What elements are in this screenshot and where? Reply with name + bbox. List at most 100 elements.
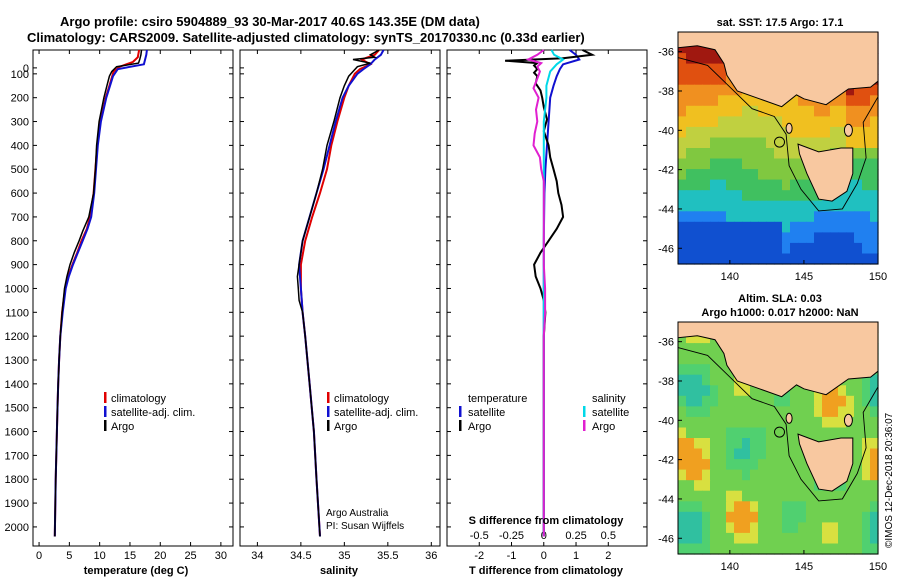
map-cell <box>790 490 799 502</box>
sst-map-title: sat. SST: 17.5 Argo: 17.1 <box>717 17 844 29</box>
map-cell <box>782 179 791 191</box>
map-cell <box>702 385 711 397</box>
s-diff-tick-label: -0.5 <box>470 530 489 542</box>
map-cell <box>734 416 743 428</box>
mainland-australia <box>677 31 879 108</box>
map-cell <box>758 148 767 160</box>
map-cell <box>710 385 719 397</box>
map-cell <box>830 95 839 107</box>
map-cell <box>854 190 863 202</box>
map-cell <box>838 116 847 128</box>
map-cell <box>854 126 863 138</box>
map-cell <box>830 221 839 233</box>
map-cell <box>726 190 735 202</box>
map-cell <box>790 522 799 534</box>
map-cell <box>806 469 815 481</box>
map-cell <box>758 200 767 212</box>
map-cell <box>766 511 775 523</box>
map-cell <box>822 532 831 544</box>
map-cell <box>694 221 703 233</box>
map-cell <box>694 253 703 265</box>
map-cell <box>718 148 727 160</box>
map-cell <box>854 459 863 471</box>
map-cell <box>710 179 719 191</box>
map-cell <box>790 190 799 202</box>
map-cell <box>782 190 791 202</box>
map-cell <box>750 169 759 181</box>
map-cell <box>710 459 719 471</box>
map-cell <box>750 126 759 138</box>
map-cell <box>750 511 759 523</box>
depth-tick-label: 1000 <box>5 283 29 295</box>
map-cell <box>766 522 775 534</box>
map-cell <box>870 84 879 96</box>
map-cell <box>798 480 807 492</box>
map-cell <box>702 126 711 138</box>
legend-t-satellite: satellite <box>468 407 505 419</box>
title-line-2: Climatology: CARS2009. Satellite-adjuste… <box>27 30 585 45</box>
map-cell <box>702 116 711 128</box>
map-cell <box>806 179 815 191</box>
map-cell <box>742 543 751 555</box>
map-cell <box>718 63 727 75</box>
argo-position-marker <box>774 136 785 148</box>
depth-tick-label: 1700 <box>5 450 29 462</box>
map-cell <box>734 490 743 502</box>
map-cell <box>774 190 783 202</box>
map-cell <box>766 200 775 212</box>
map-cell <box>870 511 879 523</box>
map-cell <box>710 148 719 160</box>
map-cell <box>790 395 799 407</box>
map-cell <box>790 126 799 138</box>
map-cell <box>774 511 783 523</box>
map-x-tick-label: 145 <box>795 561 813 573</box>
map-cell <box>814 532 823 544</box>
map-cell <box>782 232 791 244</box>
map-cell <box>830 232 839 244</box>
depth-tick-label: 1100 <box>5 307 29 319</box>
map-cell <box>678 501 687 513</box>
map-cell <box>814 395 823 407</box>
map-cell <box>854 522 863 534</box>
map-cell <box>686 179 695 191</box>
map-cell <box>774 148 783 160</box>
salinity-axis-label: salinity <box>320 565 359 577</box>
map-cell <box>710 374 719 386</box>
map-cell <box>862 84 871 96</box>
map-cell <box>694 211 703 223</box>
map-cell <box>734 253 743 265</box>
s-diff-tick-label: 0.5 <box>601 530 616 542</box>
map-cell <box>806 116 815 128</box>
legend-climatology-swatch <box>104 392 107 403</box>
map-cell <box>790 158 799 170</box>
salinity-legend: climatology satellite-adj. clim. Argo Ar… <box>326 392 418 532</box>
map-cell <box>846 532 855 544</box>
map-cell <box>734 448 743 460</box>
map-cell <box>838 522 847 534</box>
map-cell <box>766 459 775 471</box>
map-cell <box>790 438 799 450</box>
map-cell <box>678 332 687 344</box>
map-cell <box>750 190 759 202</box>
map-cell <box>742 137 751 149</box>
map-cell <box>782 242 791 254</box>
map-cell <box>678 353 687 365</box>
map-cell <box>750 95 759 107</box>
map-cell <box>726 253 735 265</box>
map-cell <box>798 522 807 534</box>
map-cell <box>702 63 711 75</box>
map-cell <box>782 522 791 534</box>
map-cell <box>854 232 863 244</box>
map-cell <box>710 95 719 107</box>
map-cell <box>694 364 703 376</box>
map-cell <box>806 416 815 428</box>
map-cell <box>678 63 687 75</box>
map-cell <box>742 448 751 460</box>
map-cell <box>790 469 799 481</box>
isobath-1000m <box>677 347 879 502</box>
map-cell <box>750 200 759 212</box>
map-cell <box>734 221 743 233</box>
map-cell <box>686 253 695 265</box>
map-cell <box>870 190 879 202</box>
map-cell <box>742 242 751 254</box>
